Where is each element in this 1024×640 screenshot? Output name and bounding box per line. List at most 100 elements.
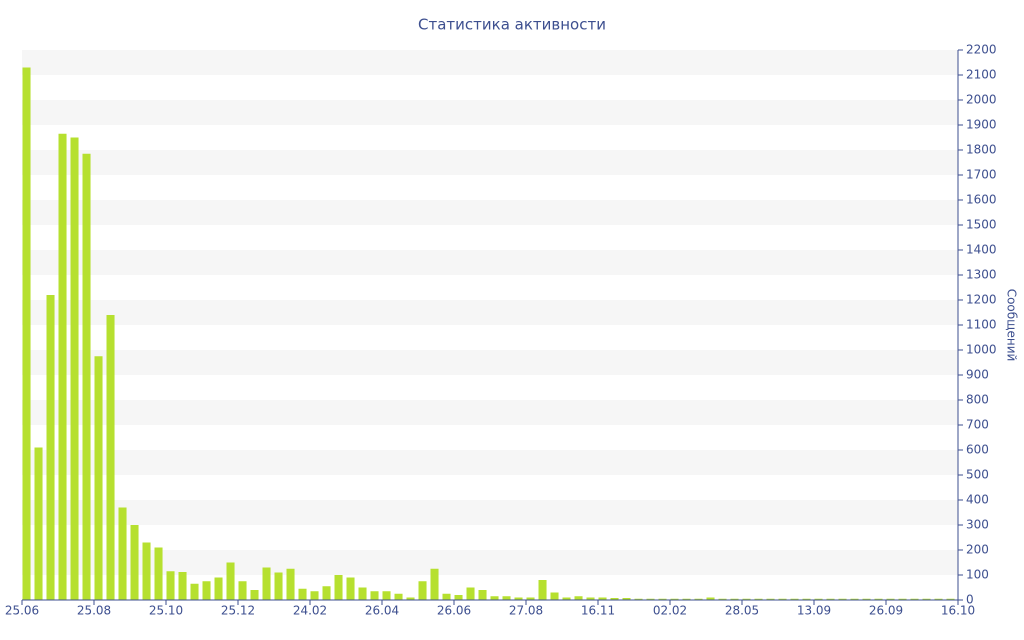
grid-band: [22, 450, 958, 475]
bar: [610, 598, 619, 600]
x-tick-label: 26.04: [365, 604, 399, 618]
bar: [130, 525, 139, 600]
y-tick-label: 1300: [966, 268, 997, 282]
bar: [754, 598, 763, 600]
bar: [718, 598, 727, 600]
bar: [286, 568, 295, 600]
bar: [322, 586, 331, 600]
bar: [214, 577, 223, 600]
y-tick-label: 400: [966, 493, 989, 507]
y-tick-label: 100: [966, 568, 989, 582]
bar: [238, 581, 247, 600]
bar: [706, 597, 715, 600]
bar: [274, 572, 283, 600]
bar: [310, 591, 319, 600]
bar: [622, 598, 631, 600]
bar: [478, 590, 487, 600]
y-tick-label: 300: [966, 518, 989, 532]
bar: [838, 598, 847, 600]
y-tick-label: 2100: [966, 68, 997, 82]
x-tick-label: 25.10: [149, 604, 183, 618]
y-axis-label: Сообщений: [1005, 289, 1019, 362]
bar: [814, 598, 823, 600]
y-tick-label: 1200: [966, 293, 997, 307]
y-tick-label: 900: [966, 368, 989, 382]
bar: [862, 598, 871, 600]
bar: [118, 507, 127, 600]
bar: [202, 581, 211, 600]
bar: [346, 577, 355, 600]
y-tick-label: 1700: [966, 168, 997, 182]
grid-band: [22, 350, 958, 375]
bar: [742, 598, 751, 600]
x-tick-label: 25.08: [77, 604, 111, 618]
x-tick-label: 25.06: [5, 604, 39, 618]
chart-title: Статистика активности: [418, 16, 606, 34]
bar: [190, 583, 199, 600]
bar: [790, 598, 799, 600]
bar: [550, 592, 559, 600]
bar: [370, 591, 379, 600]
bar: [670, 598, 679, 600]
x-tick-label: 25.12: [221, 604, 255, 618]
bar: [574, 596, 583, 600]
bar: [922, 598, 931, 600]
bar: [82, 153, 91, 600]
bar: [694, 598, 703, 600]
bar: [166, 571, 175, 600]
y-tick-label: 1600: [966, 193, 997, 207]
y-tick-label: 800: [966, 393, 989, 407]
bar: [58, 133, 67, 600]
bar: [886, 598, 895, 600]
bar: [502, 596, 511, 600]
bar: [850, 598, 859, 600]
grid-band: [22, 550, 958, 575]
x-tick-label: 16.11: [581, 604, 615, 618]
bar: [490, 596, 499, 600]
y-tick-label: 200: [966, 543, 989, 557]
bar: [586, 597, 595, 600]
bar: [70, 137, 79, 600]
y-tick-label: 2000: [966, 93, 997, 107]
x-tick-label: 28.05: [725, 604, 759, 618]
y-tick-label: 2200: [966, 43, 997, 57]
bar: [646, 598, 655, 600]
bar: [802, 598, 811, 600]
y-tick-label: 1400: [966, 243, 997, 257]
bar: [766, 598, 775, 600]
bar: [418, 581, 427, 600]
grid-band: [22, 200, 958, 225]
bar: [358, 587, 367, 600]
bar: [262, 567, 271, 600]
bar: [154, 547, 163, 600]
grid-band: [22, 300, 958, 325]
y-tick-label: 1900: [966, 118, 997, 132]
bar: [430, 568, 439, 600]
bar: [22, 67, 31, 600]
bar: [226, 562, 235, 600]
bar: [514, 597, 523, 600]
grid-band: [22, 400, 958, 425]
bar: [910, 598, 919, 600]
bar: [778, 598, 787, 600]
bar: [178, 572, 187, 600]
bar: [730, 598, 739, 600]
bar: [106, 315, 115, 600]
bar: [394, 593, 403, 600]
bar: [934, 598, 943, 600]
bar: [682, 598, 691, 600]
bar: [34, 447, 43, 600]
grid-band: [22, 50, 958, 75]
bar: [826, 598, 835, 600]
bar: [406, 597, 415, 600]
bar: [538, 580, 547, 600]
x-tick-label: 26.06: [437, 604, 471, 618]
bar: [946, 598, 955, 600]
bar: [298, 588, 307, 600]
bar: [598, 597, 607, 600]
bar: [442, 593, 451, 600]
bar: [466, 587, 475, 600]
bar: [634, 598, 643, 600]
bar: [562, 597, 571, 600]
